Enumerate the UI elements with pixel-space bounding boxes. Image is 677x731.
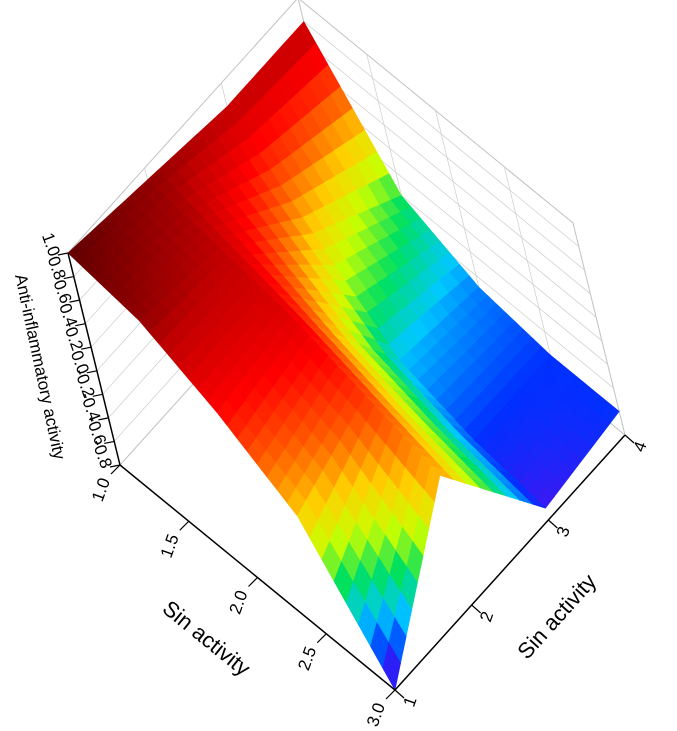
y-tick-label: 3 — [553, 524, 574, 539]
x-tick-label: 2.0 — [226, 588, 252, 617]
z-tick — [80, 346, 92, 350]
grid-line — [503, 166, 557, 379]
y-tick-label: 1 — [399, 694, 420, 709]
x-tick-label: 1.5 — [157, 532, 183, 561]
y-tick — [547, 519, 558, 529]
x-tick — [316, 633, 327, 644]
z-tick — [63, 275, 74, 280]
grid-line — [572, 222, 626, 436]
z-tick — [98, 417, 109, 421]
x-tick — [248, 577, 258, 587]
axis-line — [394, 434, 626, 691]
x-tick-label: 2.5 — [294, 644, 320, 673]
z-tick — [86, 370, 98, 374]
z-tick — [92, 393, 103, 397]
y-tick — [624, 434, 635, 444]
x-tick — [179, 520, 190, 531]
z-tick — [104, 440, 115, 445]
z-tick — [109, 464, 121, 468]
surface-patch — [382, 642, 401, 691]
x-tick-label: 1.0 — [88, 475, 114, 504]
z-tick — [57, 252, 69, 256]
z-tick — [69, 299, 80, 303]
y-tick — [471, 604, 482, 614]
y-tick-label: 2 — [476, 609, 497, 624]
x-tick — [385, 689, 396, 700]
z-tick — [75, 323, 86, 327]
y-tick — [394, 689, 405, 699]
y-tick-label: 4 — [629, 439, 650, 454]
y-axis-title: Sin activity — [512, 569, 601, 664]
axis-line — [67, 252, 121, 466]
x-tick-label: 3.0 — [363, 700, 389, 729]
x-tick — [110, 464, 121, 475]
